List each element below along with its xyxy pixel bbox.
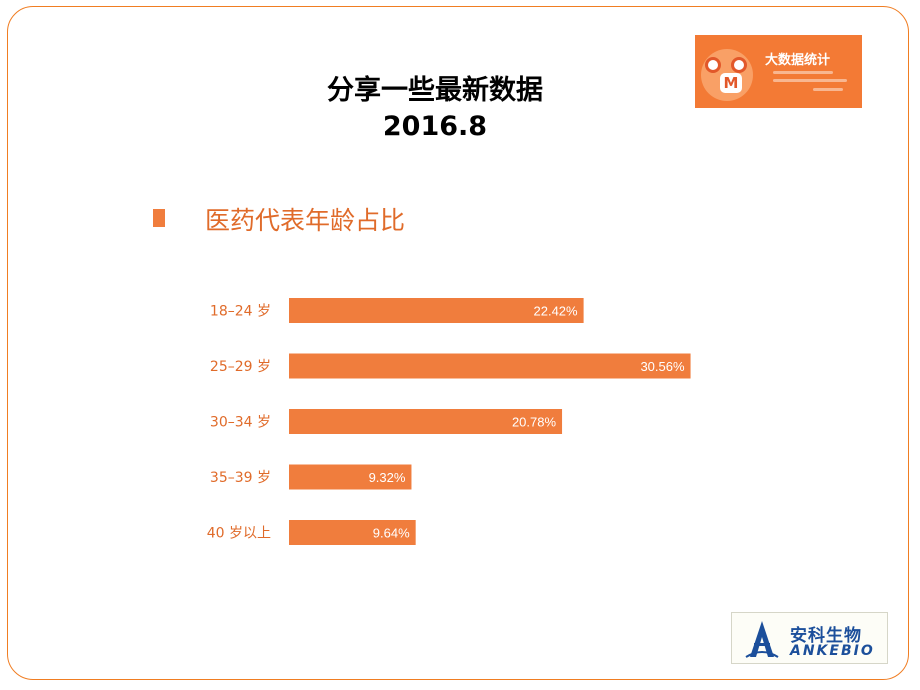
slide-title: 分享一些最新数据 xyxy=(327,75,543,106)
category-label: 35–39 岁 xyxy=(210,470,271,486)
section-marker-icon xyxy=(153,209,165,227)
bar-5 xyxy=(289,520,416,545)
value-label: 30.56% xyxy=(640,359,685,374)
badge-title: 大数据统计 xyxy=(765,53,831,68)
bar-3 xyxy=(289,409,563,434)
category-label: 30–34 岁 xyxy=(210,415,271,431)
logo-english-name: ANKEBIO xyxy=(790,643,875,659)
big-data-badge: M 大数据统计 xyxy=(695,35,862,108)
value-label: 9.64% xyxy=(373,526,410,541)
value-label: 20.78% xyxy=(512,415,557,430)
value-label: 9.32% xyxy=(369,470,406,485)
bar-2 xyxy=(289,353,691,379)
category-label: 18–24 岁 xyxy=(210,304,271,320)
category-label: 25–29 岁 xyxy=(210,359,271,375)
section-title: 医药代表年龄占比 xyxy=(205,206,406,235)
slide-date: 2016.8 xyxy=(382,111,488,142)
bar-4 xyxy=(289,464,412,490)
logo-chinese-name: 安科生物 xyxy=(790,626,862,646)
ankebio-emblem-icon xyxy=(745,621,779,658)
ankebio-logo: 安科生物 ANKEBIO xyxy=(731,612,888,664)
category-label: 40 岁以上 xyxy=(207,526,271,542)
bar-1 xyxy=(289,298,584,323)
slide-frame xyxy=(7,6,909,680)
crab-mascot-icon: M xyxy=(701,49,753,101)
value-label: 22.42% xyxy=(534,304,579,319)
